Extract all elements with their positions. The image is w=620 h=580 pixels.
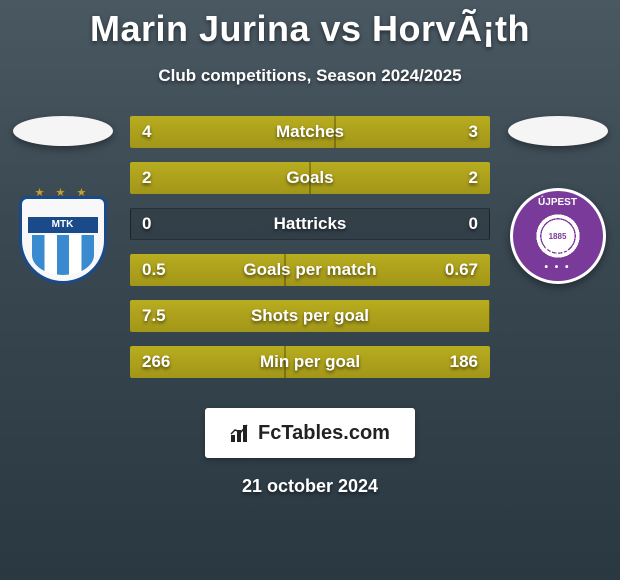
stat-row: 0Hattricks0 [130,208,490,240]
subtitle: Club competitions, Season 2024/2025 [0,66,620,86]
stat-row: 0.5Goals per match0.67 [130,254,490,286]
player-left-side: ★ ★ ★ MTK [5,116,120,286]
page-title: Marin Jurina vs HorvÃ¡th [0,0,620,50]
stat-label: Matches [130,116,490,148]
stat-row: 7.5Shots per goal [130,300,490,332]
stat-value-right: 0 [469,208,478,240]
fctables-logo[interactable]: FcTables.com [205,408,415,458]
date-text: 21 october 2024 [0,476,620,497]
stat-value-right: 2 [469,162,478,194]
stat-value-right: 186 [450,346,478,378]
stat-label: Goals [130,162,490,194]
stat-row: 4Matches3 [130,116,490,148]
chart-icon [230,423,252,443]
stat-label: Goals per match [130,254,490,286]
mtk-crest-icon: ★ ★ ★ MTK [19,188,107,284]
player-left-avatar [13,116,113,146]
stat-row: 266Min per goal186 [130,346,490,378]
footer-brand-text: FcTables.com [258,422,390,445]
club-logo-left: ★ ★ ★ MTK [13,186,113,286]
stat-label: Min per goal [130,346,490,378]
stat-value-right: 3 [469,116,478,148]
comparison-content: ★ ★ ★ MTK 4Matches3 2Goals2 0Hattricks0 0.5… [0,86,620,392]
player-right-side: ÚJPEST 1885 UTE • • • [500,116,615,286]
stat-value-right: 0.67 [445,254,478,286]
stat-label: Shots per goal [130,300,490,332]
stat-label: Hattricks [130,208,490,240]
club-logo-right: ÚJPEST 1885 UTE • • • [508,186,608,286]
ujpest-crest-icon: ÚJPEST 1885 UTE • • • [510,188,606,284]
stat-row: 2Goals2 [130,162,490,194]
stats-panel: 4Matches3 2Goals2 0Hattricks0 0.5Goals per … [120,116,500,392]
player-right-avatar [508,116,608,146]
